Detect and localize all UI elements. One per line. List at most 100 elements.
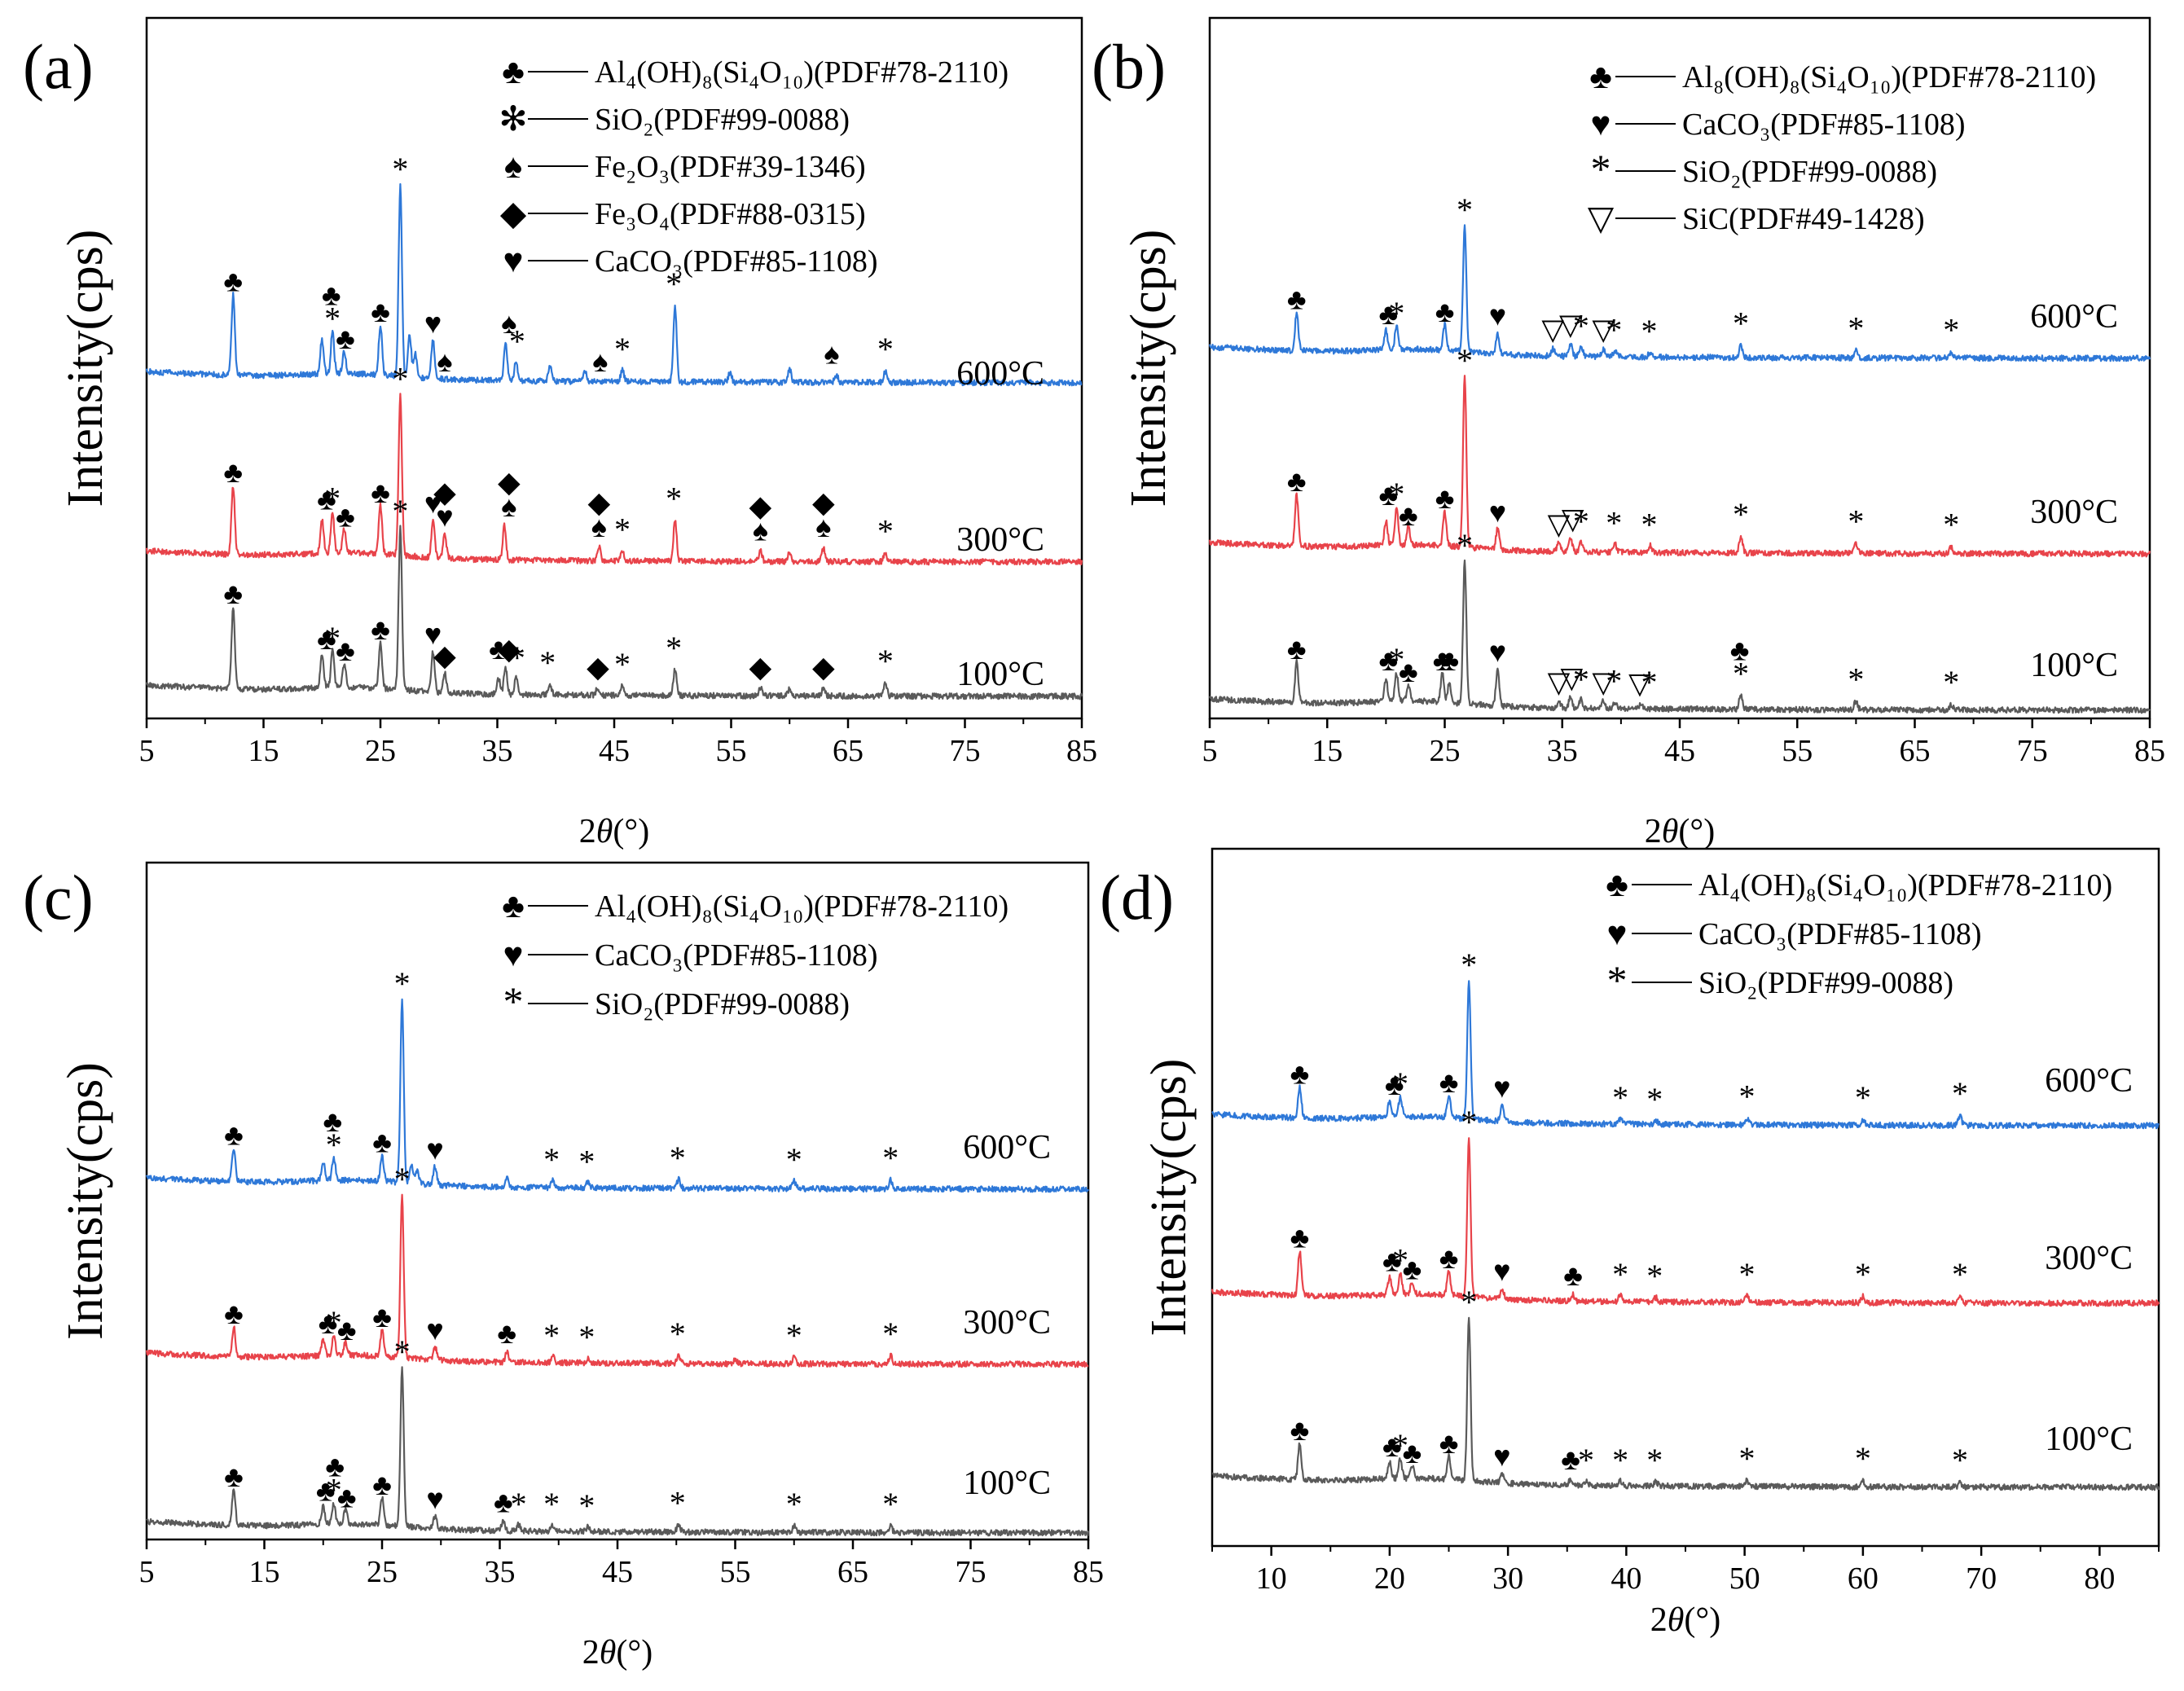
legend-entry: ◆ Fe₃O₄(PDF#88-0315) (500, 195, 866, 233)
phase-marker: * (1612, 1256, 1628, 1293)
phase-marker: * (1848, 661, 1864, 698)
phase-marker: ♣ (489, 633, 508, 665)
phase-marker: * (1733, 496, 1749, 533)
phase-marker: * (1606, 505, 1622, 542)
phase-marker: * (1388, 295, 1404, 332)
legend-entry: ♣ Al₄(OH)₈(Si₄O₁₀)(PDF#78-2110) (502, 888, 1009, 925)
phase-marker: ♥ (1489, 636, 1506, 669)
phase-marker: ♣ (1403, 1437, 1422, 1469)
legend-entry: ♥ CaCO₃(PDF#85-1108) (1607, 916, 1982, 953)
phase-marker: ♣ (1403, 1253, 1422, 1285)
phase-marker: ◆ (498, 466, 521, 499)
phase-marker: ♠ (592, 345, 608, 378)
curve-label: 300°C (2045, 1240, 2133, 1277)
x-tick-label: 60 (1848, 1561, 1879, 1596)
legend-entry: ♣ Al₄(OH)₈(Si₄O₁₀)(PDF#78-2110) (1606, 867, 2112, 904)
xrd-curve-100c (1211, 1316, 2160, 1491)
x-tick-label: 85 (2134, 734, 2165, 768)
legend-entry: ♥ CaCO₃(PDF#85-1108) (503, 243, 878, 280)
phase-marker: * (394, 965, 411, 1002)
x-tick-label: 20 (1374, 1561, 1405, 1596)
phase-marker: ♣ (319, 1307, 338, 1340)
plot-frame (1211, 847, 2160, 1548)
phase-marker: * (1641, 664, 1657, 701)
phase-marker: ♣ (1435, 296, 1455, 328)
legend-label: CaCO₃(PDF#85-1108) (595, 244, 878, 279)
legend-entry: ♥ CaCO₃(PDF#85-1108) (1591, 106, 1966, 143)
phase-marker: * (666, 630, 682, 666)
phase-marker: * (1392, 1065, 1408, 1102)
phase-marker: * (1848, 310, 1864, 347)
curve-label: 300°C (956, 521, 1044, 559)
phase-marker: * (786, 1486, 802, 1522)
phase-marker: ◆ (812, 486, 835, 519)
xrd-curve-300c (1211, 1137, 2160, 1307)
y-axis-label: Intensity(cps) (1121, 230, 1176, 507)
phase-marker: ♣ (224, 1460, 244, 1493)
phase-marker: ◆ (433, 477, 456, 509)
legend-symbol: ◆ (500, 195, 527, 233)
phase-marker: * (1855, 1440, 1871, 1477)
legend-label: CaCO₃(PDF#85-1108) (595, 938, 878, 973)
phase-marker: * (670, 1315, 686, 1352)
phase-marker: ♣ (337, 1314, 357, 1346)
phase-marker: ♥ (426, 1314, 443, 1346)
phase-marker: ♣ (322, 279, 341, 311)
phase-marker: * (882, 1486, 899, 1522)
y-axis-label: Intensity(cps) (58, 1062, 113, 1340)
y-axis-label: Intensity(cps) (1141, 1059, 1197, 1337)
phase-marker: ♣ (1378, 644, 1398, 677)
x-tick-label: 85 (1073, 1555, 1104, 1589)
phase-marker: * (614, 646, 631, 683)
phase-marker: ▽ (1628, 667, 1651, 700)
phase-marker: ▽ (1559, 309, 1582, 341)
phase-marker: ◆ (749, 651, 772, 683)
phase-marker: ▽ (1592, 314, 1615, 346)
x-tick-label: 45 (602, 1555, 633, 1589)
phase-marker: * (1573, 661, 1589, 698)
legend-label: SiO₂(PDF#99-0088) (595, 103, 850, 137)
legend-symbol: ♥ (1591, 106, 1611, 143)
x-tick-label: 15 (248, 734, 279, 768)
phase-marker: * (670, 1484, 686, 1521)
legend-symbol: ♣ (1606, 867, 1628, 904)
xrd-curve-100c (146, 1366, 1090, 1537)
x-tick-label: 25 (1430, 734, 1461, 768)
phase-marker: ♣ (1563, 1259, 1583, 1292)
phase-marker: ♥ (1489, 496, 1506, 529)
legend-symbol: ♥ (1607, 916, 1628, 953)
phase-marker: ◆ (749, 490, 772, 522)
phase-marker: ▽ (1562, 503, 1584, 535)
legend-label: Fe₂O₃(PDF#39-1346) (595, 150, 866, 184)
phase-marker: ▽ (1592, 665, 1615, 698)
phase-marker: ♣ (337, 1481, 357, 1513)
x-tick-label: 55 (720, 1555, 751, 1589)
phase-marker: * (1952, 1256, 1968, 1293)
phase-marker: ♣ (1382, 1245, 1402, 1278)
panel-label: (b) (1092, 31, 1166, 102)
phase-marker: ♣ (223, 265, 243, 297)
phase-marker: * (670, 1140, 686, 1176)
phase-marker: * (1392, 1242, 1408, 1279)
phase-marker: ♣ (372, 1127, 392, 1159)
legend-symbol: * (1607, 957, 1628, 1003)
curve-label: 300°C (963, 1304, 1051, 1342)
xrd-curve-600c (1208, 224, 2151, 362)
phase-marker: * (1573, 308, 1589, 345)
phase-marker: * (394, 1333, 411, 1370)
legend-entry: ♣ Al₈(OH)₈(Si₄O₁₀)(PDF#78-2110) (1589, 59, 2096, 96)
phase-marker: * (1739, 1440, 1756, 1477)
legend-symbol: * (1591, 146, 1611, 191)
phase-marker: ♣ (1433, 644, 1452, 677)
legend-symbol: ♠ (504, 148, 522, 186)
x-tick-label: 85 (1066, 734, 1097, 768)
phase-marker: * (1641, 507, 1657, 543)
x-tick-label: 35 (1547, 734, 1578, 768)
x-tick-label: 15 (1312, 734, 1342, 768)
legend-label: CaCO₃(PDF#85-1108) (1698, 917, 1982, 951)
phase-marker: ♥ (424, 307, 442, 340)
x-tick-label: 55 (716, 734, 747, 768)
x-tick-label: 65 (833, 734, 863, 768)
phase-marker: * (1943, 664, 1959, 701)
phase-marker: ♠ (824, 338, 839, 371)
